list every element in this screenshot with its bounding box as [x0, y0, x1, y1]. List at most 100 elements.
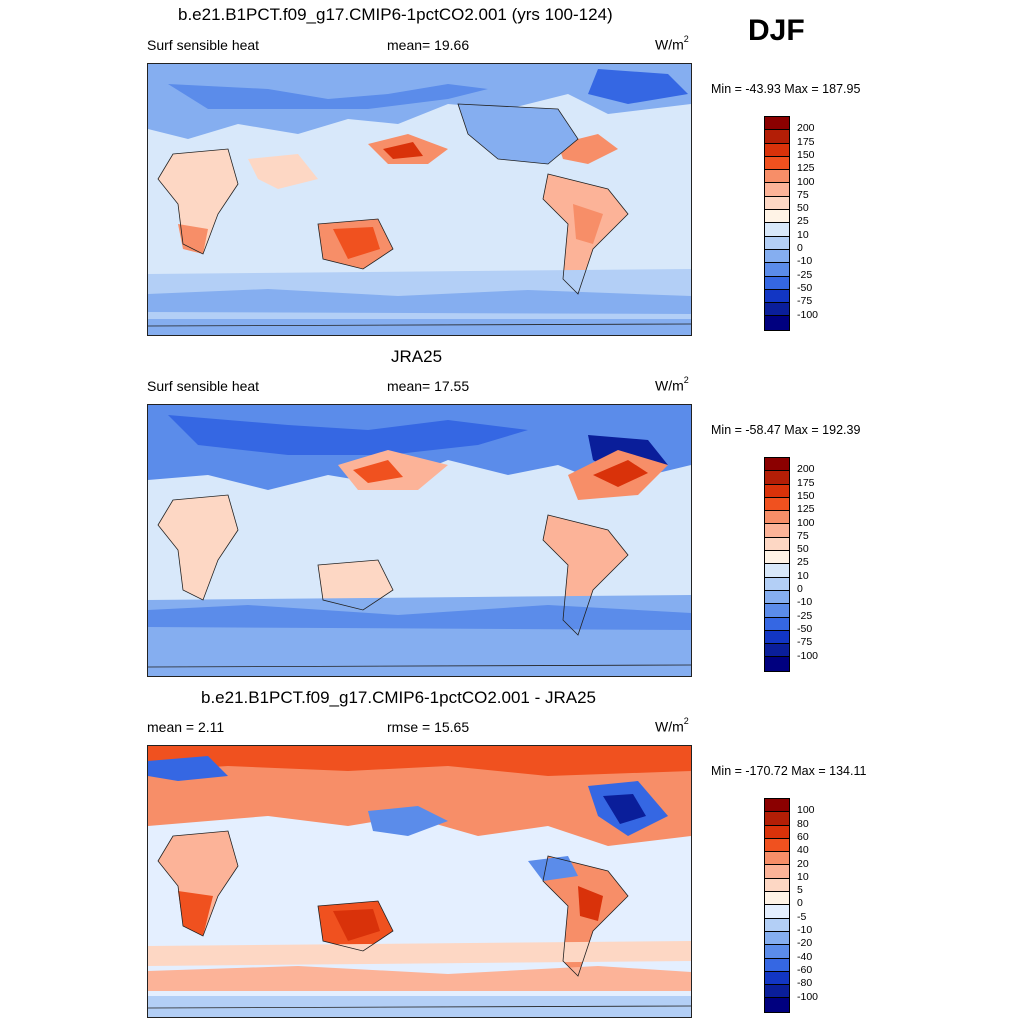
colorbar-tick-label: 125	[797, 503, 815, 516]
colorbar-swatch	[765, 210, 789, 224]
colorbar-tick-label: -40	[797, 950, 813, 963]
colorbar-tick-label: -10	[797, 596, 813, 609]
colorbar-swatch	[765, 276, 789, 290]
colorbar-swatch	[765, 458, 789, 472]
colorbar-swatch	[765, 825, 789, 839]
colorbar-tick-label: 75	[797, 188, 809, 201]
colorbar-tick-label: 175	[797, 476, 815, 489]
colorbar-tick-label: 40	[797, 844, 809, 857]
colorbar-tick-label: 0	[797, 583, 803, 595]
colorbar-swatch	[765, 156, 789, 171]
colorbar-swatch	[765, 471, 789, 485]
colorbar-tick-label: -50	[797, 281, 813, 294]
colorbar-tick-label: 150	[797, 148, 815, 161]
panel1-title: b.e21.B1PCT.f09_g17.CMIP6-1pctCO2.001 (y…	[178, 5, 613, 24]
colorbar-tick-label: 5	[797, 884, 803, 897]
colorbar-swatch	[765, 564, 789, 578]
colorbar-tick-label: 150	[797, 489, 815, 502]
colorbar-tick-label: 20	[797, 857, 809, 870]
colorbar-swatch	[765, 183, 789, 197]
colorbar-tick-label: 10	[797, 569, 809, 582]
colorbar-swatch	[765, 170, 789, 184]
colorbar-tick-label: -100	[797, 308, 819, 321]
colorbar-tick-label: 50	[797, 202, 809, 215]
panel3-rmse-label: rmse = 15.65	[387, 719, 470, 735]
colorbar-swatch	[765, 551, 789, 565]
panel3-mean-label: mean = 2.11	[147, 719, 225, 735]
panel2-mean-label: mean= 17.55	[387, 378, 470, 394]
colorbar-swatch	[765, 971, 789, 986]
colorbar-swatch	[765, 143, 789, 157]
panel1-unit-label: W/m2	[655, 34, 689, 53]
colorbar-swatch	[765, 289, 789, 304]
colorbar-tick-label: 50	[797, 543, 809, 556]
panel3-colorbar	[764, 798, 790, 1013]
colorbar-swatch	[765, 985, 789, 999]
colorbar-tick-label: -50	[797, 622, 813, 635]
colorbar-tick-label: -60	[797, 963, 813, 976]
panel1-map	[147, 63, 692, 336]
colorbar-tick-label: 10	[797, 228, 809, 241]
panel3-minmax: Min = -170.72 Max = 134.11	[711, 764, 867, 778]
panel2-unit-label: W/m2	[655, 375, 689, 394]
colorbar-tick-label: 200	[797, 463, 815, 476]
colorbar-tick-label: -25	[797, 609, 813, 622]
colorbar-swatch	[765, 236, 789, 250]
colorbar-tick-label: 100	[797, 804, 815, 817]
colorbar-tick-label: -10	[797, 924, 813, 936]
colorbar-swatch	[765, 117, 789, 131]
colorbar-swatch	[765, 644, 789, 658]
colorbar-swatch	[765, 604, 789, 618]
colorbar-swatch	[765, 905, 789, 919]
colorbar-tick-label: 175	[797, 135, 815, 148]
colorbar-tick-label: 125	[797, 162, 815, 175]
colorbar-swatch	[765, 812, 789, 826]
colorbar-swatch	[765, 617, 789, 631]
colorbar-swatch	[765, 945, 789, 959]
panel1-mean-label: mean= 19.66	[387, 37, 470, 53]
colorbar-swatch	[765, 892, 789, 906]
colorbar-tick-label: 25	[797, 215, 809, 228]
colorbar-tick-label: -80	[797, 977, 813, 990]
season-label: DJF	[748, 14, 805, 47]
colorbar-swatch	[765, 630, 789, 645]
colorbar-swatch	[765, 931, 789, 946]
colorbar-swatch	[765, 249, 789, 264]
colorbar-tick-label: 80	[797, 817, 809, 830]
colorbar-tick-label: -25	[797, 268, 813, 281]
colorbar-swatch	[765, 537, 789, 552]
colorbar-tick-label: 200	[797, 122, 815, 135]
colorbar-swatch	[765, 196, 789, 211]
colorbar-swatch	[765, 511, 789, 525]
colorbar-tick-label: 10	[797, 870, 809, 883]
colorbar-swatch	[765, 657, 789, 671]
colorbar-swatch	[765, 590, 789, 605]
colorbar-tick-label: -100	[797, 649, 819, 662]
colorbar-swatch	[765, 303, 789, 317]
colorbar-tick-label: 0	[797, 242, 803, 254]
colorbar-tick-label: -75	[797, 295, 813, 308]
panel2-title: JRA25	[391, 347, 443, 366]
colorbar-tick-label: 0	[797, 897, 803, 910]
colorbar-swatch	[765, 799, 789, 813]
colorbar-tick-label: -20	[797, 937, 813, 950]
colorbar-swatch	[765, 865, 789, 879]
colorbar-swatch	[765, 577, 789, 591]
colorbar-swatch	[765, 484, 789, 498]
colorbar-tick-label: 25	[797, 556, 809, 569]
panel1-colorbar	[764, 116, 790, 331]
colorbar-tick-label: -5	[797, 910, 807, 923]
panel1-minmax: Min = -43.93 Max = 187.95	[711, 82, 861, 96]
panel2-map	[147, 404, 692, 677]
colorbar-swatch	[765, 316, 789, 330]
colorbar-tick-label: 75	[797, 529, 809, 542]
colorbar-swatch	[765, 263, 789, 277]
panel2-colorbar	[764, 457, 790, 672]
colorbar-swatch	[765, 223, 789, 237]
colorbar-swatch	[765, 524, 789, 538]
colorbar-swatch	[765, 918, 789, 932]
colorbar-swatch	[765, 130, 789, 144]
colorbar-swatch	[765, 998, 789, 1012]
panel2-minmax: Min = -58.47 Max = 192.39	[711, 423, 861, 437]
colorbar-swatch	[765, 497, 789, 512]
